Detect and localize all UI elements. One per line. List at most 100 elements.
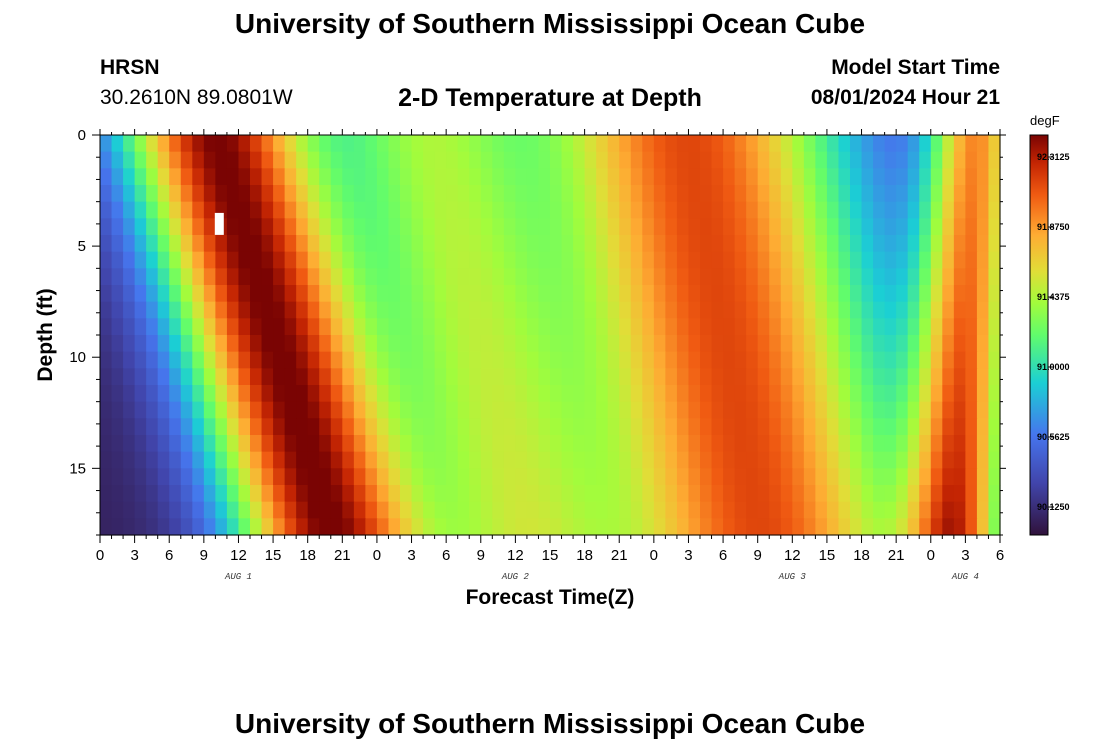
heatmap-cell xyxy=(388,251,401,269)
heatmap-cell xyxy=(826,485,840,503)
heatmap-cell xyxy=(746,501,759,519)
heatmap-cell xyxy=(942,351,955,369)
heatmap-cell xyxy=(642,218,655,236)
heatmap-cell xyxy=(192,501,205,519)
heatmap-cell xyxy=(861,518,874,536)
heatmap-cell xyxy=(526,351,540,369)
heatmap-cell xyxy=(757,268,770,286)
heatmap-cell xyxy=(134,385,147,403)
heatmap-cell xyxy=(630,368,643,386)
heatmap-cell xyxy=(169,268,182,286)
y-tick-label: 10 xyxy=(69,349,86,366)
heatmap-cell xyxy=(469,168,482,186)
heatmap-cell xyxy=(169,468,182,486)
heatmap-cell xyxy=(273,151,286,169)
heatmap-cell xyxy=(953,218,966,236)
heatmap-cell xyxy=(653,135,666,153)
heatmap-cell xyxy=(803,335,816,353)
heatmap-cell xyxy=(930,168,943,186)
heatmap-cell xyxy=(169,318,182,336)
heatmap-cell xyxy=(711,285,724,303)
heatmap-cell xyxy=(896,201,909,219)
heatmap-cell xyxy=(457,201,470,219)
heatmap-cell xyxy=(273,185,286,203)
heatmap-cell xyxy=(930,185,943,203)
heatmap-cell xyxy=(561,318,574,336)
heatmap-cell xyxy=(988,451,1001,469)
x-tick-label: 6 xyxy=(442,547,450,564)
heatmap-cell xyxy=(746,185,759,203)
heatmap-cell xyxy=(665,301,678,319)
heatmap-cell xyxy=(550,435,563,453)
heatmap-cell xyxy=(619,335,632,353)
heatmap-cell xyxy=(411,201,424,219)
heatmap-cell xyxy=(780,218,793,236)
heatmap-cell xyxy=(688,168,701,186)
heatmap-cell xyxy=(296,218,309,236)
heatmap-cell xyxy=(400,401,413,419)
heatmap-cell xyxy=(250,518,263,536)
heatmap-cell xyxy=(711,468,724,486)
heatmap-cell xyxy=(169,351,182,369)
chart-subtitle: 2-D Temperature at Depth xyxy=(398,84,702,112)
heatmap-cell xyxy=(492,251,505,269)
heatmap-cell xyxy=(411,451,424,469)
heatmap-cell xyxy=(596,301,609,319)
heatmap-cell xyxy=(942,135,955,153)
heatmap-cell xyxy=(180,435,193,453)
heatmap-cell xyxy=(503,418,516,436)
heatmap-cell xyxy=(665,251,678,269)
heatmap-cell xyxy=(953,235,966,253)
heatmap-cell xyxy=(619,168,632,186)
heatmap-cell xyxy=(573,351,586,369)
heatmap-cell xyxy=(480,335,493,353)
heatmap-cell xyxy=(100,518,113,536)
heatmap-cell xyxy=(330,385,343,403)
heatmap-cell xyxy=(157,218,170,236)
heatmap-cell xyxy=(607,318,620,336)
heatmap-cell xyxy=(192,268,205,286)
heatmap-cell xyxy=(700,518,713,536)
heatmap-cell xyxy=(780,435,793,453)
heatmap-cell xyxy=(434,368,447,386)
heatmap-cell xyxy=(919,418,932,436)
heatmap-cell xyxy=(492,418,505,436)
heatmap-cell xyxy=(734,435,747,453)
x-tick-label: 9 xyxy=(200,547,208,564)
heatmap-cell xyxy=(250,185,263,203)
heatmap-cell xyxy=(388,201,401,219)
heatmap-cell xyxy=(550,318,563,336)
heatmap-cell xyxy=(630,151,643,169)
heatmap-cell xyxy=(723,151,736,169)
heatmap-cell xyxy=(250,351,263,369)
heatmap-cell xyxy=(238,418,251,436)
heatmap-cell xyxy=(480,201,493,219)
heatmap-cell xyxy=(480,485,493,503)
heatmap-cell xyxy=(526,468,540,486)
heatmap-cell xyxy=(653,368,666,386)
heatmap-cell xyxy=(180,318,193,336)
heatmap-cell xyxy=(769,401,782,419)
heatmap-cell xyxy=(423,518,436,536)
heatmap-cell xyxy=(457,401,470,419)
heatmap-cell xyxy=(215,168,228,186)
heatmap-cell xyxy=(676,335,690,353)
heatmap-cell xyxy=(538,251,551,269)
heatmap-cell xyxy=(526,418,540,436)
heatmap-cell xyxy=(734,285,747,303)
heatmap-cell xyxy=(515,485,528,503)
heatmap-cell xyxy=(307,251,320,269)
heatmap-cell xyxy=(134,235,147,253)
heatmap-cell xyxy=(769,385,782,403)
heatmap-cell xyxy=(653,351,666,369)
heatmap-cell xyxy=(873,218,886,236)
heatmap-cell xyxy=(226,301,240,319)
heatmap-cell xyxy=(757,351,770,369)
heatmap-cell xyxy=(250,468,263,486)
heatmap-cell xyxy=(192,318,205,336)
heatmap-cell xyxy=(919,318,932,336)
heatmap-cell xyxy=(330,185,343,203)
heatmap-cell xyxy=(965,135,978,153)
heatmap-cell xyxy=(434,285,447,303)
heatmap-cell xyxy=(180,235,193,253)
